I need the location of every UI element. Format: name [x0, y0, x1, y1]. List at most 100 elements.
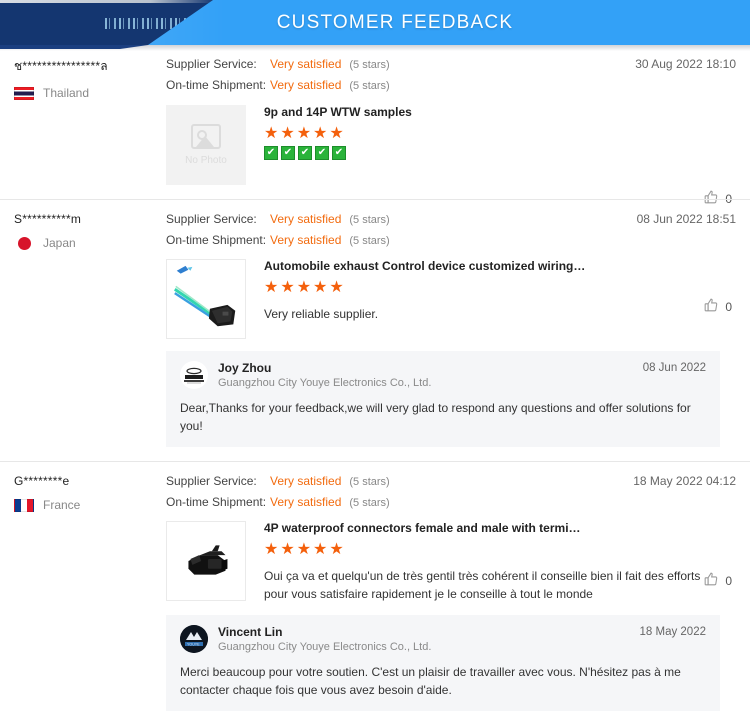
banner-drop-shadow [0, 45, 750, 51]
rating-stars-text: (5 stars) [349, 59, 390, 71]
buyer-info: G********e France [14, 473, 166, 512]
rating-stars-text: (5 stars) [349, 80, 390, 92]
product-photo[interactable] [166, 259, 246, 339]
rating-stars-text: (5 stars) [349, 214, 390, 226]
rating-stars-text: (5 stars) [349, 235, 390, 247]
rating-summary: Supplier Service: Very satisfied (5 star… [166, 56, 635, 99]
country-label: Japan [43, 236, 76, 250]
supplier-reply-date: 18 May 2022 [639, 625, 707, 638]
banner-top-highlight [0, 0, 215, 3]
helpful-button[interactable]: 0 [704, 298, 732, 315]
buyer-country: Japan [14, 236, 166, 250]
rating-row-supplier-service: Supplier Service: Very satisfied (5 star… [166, 57, 635, 71]
feedback-body: 4P waterproof connectors female and male… [14, 521, 736, 603]
feedback-header-row: S**********m Japan Supplier Service: Ver… [14, 211, 736, 254]
star-rating: ★★★★★ [264, 279, 346, 296]
feedback-text: Oui ça va et quelqu'un de très gentil tr… [264, 568, 701, 601]
like-count: 0 [725, 191, 732, 206]
feedback-list: ช****************ล Thailand Supplier Ser… [0, 45, 750, 725]
buyer-info: ช****************ล Thailand [14, 56, 166, 100]
flag-france-icon [14, 498, 34, 512]
buyer-country: France [14, 498, 166, 512]
thumbs-up-icon [704, 298, 718, 315]
check-icon: ✔ [264, 145, 278, 160]
avatar[interactable]: YOUYE [180, 624, 208, 653]
supplier-company: Guangzhou City Youye Electronics Co., Lt… [218, 640, 432, 653]
rating-label: Supplier Service: [166, 57, 257, 71]
rating-row-on-time-shipment: On-time Shipment: Very satisfied (5 star… [166, 495, 633, 509]
avatar[interactable] [180, 361, 208, 389]
feedback-date: 08 Jun 2022 18:51 [636, 212, 736, 226]
supplier-company: Guangzhou City Youye Electronics Co., Lt… [218, 377, 432, 389]
image-placeholder-icon [191, 124, 221, 149]
feedback-content: 4P waterproof connectors female and male… [264, 521, 736, 603]
buyer-name: G********e [14, 474, 70, 488]
barcode-decoration-icon [105, 18, 225, 29]
supplier-identity: Joy Zhou Guangzhou City Youye Electronic… [218, 361, 643, 389]
helpful-button[interactable]: 0 [704, 572, 732, 589]
check-rating-row: ✔ ✔ ✔ ✔ ✔ [264, 145, 736, 160]
feedback-body: No Photo 9p and 14P WTW samples ★★★★★ ✔ … [14, 105, 736, 185]
supplier-reply: YOUYE Vincent Lin Guangzhou City Youye E… [166, 614, 720, 711]
feedback-content: Automobile exhaust Control device custom… [264, 259, 736, 339]
country-label: France [43, 498, 81, 512]
check-icon: ✔ [281, 145, 295, 160]
rating-label: On-time Shipment: [166, 233, 267, 247]
rating-summary: Supplier Service: Very satisfied (5 star… [166, 211, 637, 254]
like-count: 0 [725, 573, 732, 588]
banner-blue-panel [148, 0, 750, 45]
buyer-country: Thailand [14, 86, 166, 100]
product-title[interactable]: Automobile exhaust Control device custom… [264, 259, 586, 273]
rating-label: On-time Shipment: [166, 495, 267, 509]
feedback-header-row: G********e France Supplier Service: Very… [14, 473, 736, 516]
feedback-date: 18 May 2022 04:12 [633, 474, 736, 488]
rating-row-on-time-shipment: On-time Shipment: Very satisfied (5 star… [166, 78, 635, 92]
feedback-content: 9p and 14P WTW samples ★★★★★ ✔ ✔ ✔ ✔ ✔ [264, 105, 736, 185]
supplier-identity: Vincent Lin Guangzhou City Youye Electro… [218, 625, 640, 653]
flag-japan-icon [18, 236, 31, 250]
page-title: CUSTOMER FEEDBACK [276, 11, 514, 33]
rating-value: Very satisfied [270, 474, 342, 488]
rating-stars-text: (5 stars) [349, 497, 390, 509]
rating-row-supplier-service: Supplier Service: Very satisfied (5 star… [166, 212, 637, 226]
company-logo-icon [181, 362, 207, 388]
like-count: 0 [725, 299, 732, 314]
supplier-name: Vincent Lin [218, 624, 283, 639]
rating-label: Supplier Service: [166, 474, 257, 488]
rating-stars-text: (5 stars) [349, 476, 390, 488]
supplier-reply-text: Merci beaucoup pour votre soutien. C'est… [180, 664, 681, 697]
rating-value: Very satisfied [270, 495, 342, 509]
feedback-header-row: ช****************ล Thailand Supplier Ser… [14, 56, 736, 100]
feedback-body: Automobile exhaust Control device custom… [14, 259, 736, 339]
supplier-reply-date: 08 Jun 2022 [642, 362, 706, 374]
supplier-name: Joy Zhou [218, 361, 272, 375]
feedback-item: ช****************ล Thailand Supplier Ser… [0, 45, 750, 206]
check-icon: ✔ [332, 145, 346, 160]
feedback-item: S**********m Japan Supplier Service: Ver… [0, 199, 750, 461]
wire-harness-connector-image [167, 260, 245, 338]
banner-panel-gloss [148, 0, 750, 45]
rating-value: Very satisfied [270, 78, 342, 92]
supplier-reply-header: Joy Zhou Guangzhou City Youye Electronic… [180, 361, 706, 389]
svg-text:YOUYE: YOUYE [187, 642, 200, 646]
star-rating: ★★★★★ [264, 541, 346, 558]
buyer-name: S**********m [14, 212, 82, 226]
rating-row-on-time-shipment: On-time Shipment: Very satisfied (5 star… [166, 233, 637, 247]
rating-label: Supplier Service: [166, 212, 257, 226]
product-title[interactable]: 9p and 14P WTW samples [264, 105, 412, 119]
company-logo-icon: YOUYE [180, 624, 208, 653]
no-photo-label: No Photo [185, 155, 227, 166]
buyer-info: S**********m Japan [14, 211, 166, 250]
flag-thailand-icon [14, 86, 34, 100]
thumbs-up-icon [704, 572, 718, 589]
product-photo[interactable] [166, 521, 246, 601]
product-photo-placeholder[interactable]: No Photo [166, 105, 246, 185]
page-header-banner: CUSTOMER FEEDBACK [0, 0, 750, 45]
rating-summary: Supplier Service: Very satisfied (5 star… [166, 473, 633, 516]
rating-value: Very satisfied [270, 233, 342, 247]
product-title[interactable]: 4P waterproof connectors female and male… [264, 521, 581, 535]
check-icon: ✔ [298, 145, 312, 160]
black-waterproof-connector-image [167, 522, 245, 600]
feedback-text: Very reliable supplier. [264, 306, 379, 321]
check-icon: ✔ [315, 145, 329, 160]
